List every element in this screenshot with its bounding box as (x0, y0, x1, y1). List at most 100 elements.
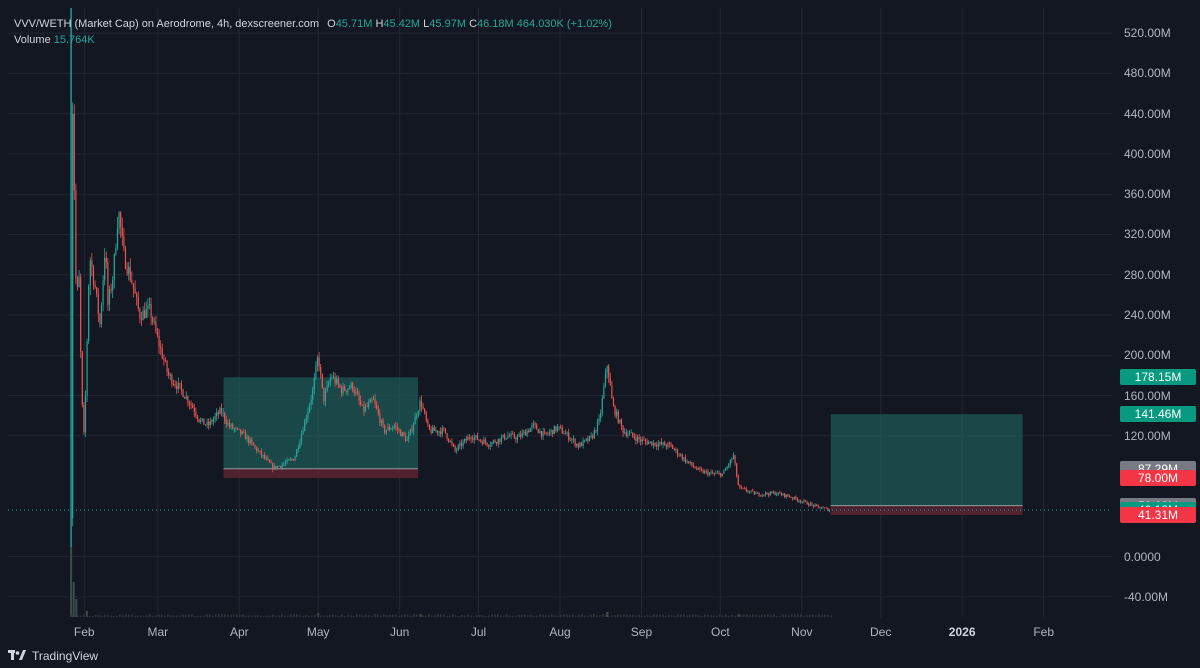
candle[interactable] (814, 504, 816, 507)
tradingview-branding[interactable]: TradingView (8, 647, 98, 665)
candle[interactable] (665, 445, 667, 447)
candle[interactable] (302, 431, 304, 434)
candle[interactable] (500, 437, 503, 442)
candle[interactable] (356, 391, 359, 395)
candle[interactable] (659, 442, 661, 444)
candle[interactable] (502, 434, 504, 438)
candle[interactable] (670, 443, 672, 446)
candle[interactable] (321, 373, 323, 388)
candle[interactable] (747, 491, 749, 492)
candle[interactable] (460, 443, 463, 447)
candle[interactable] (281, 464, 283, 468)
candle[interactable] (739, 485, 741, 488)
candle[interactable] (606, 366, 608, 373)
candle[interactable] (574, 439, 576, 446)
candle[interactable] (777, 492, 779, 495)
candle[interactable] (192, 404, 194, 408)
candle[interactable] (201, 418, 203, 421)
candle[interactable] (260, 450, 263, 456)
candle[interactable] (339, 384, 341, 388)
candle[interactable] (491, 442, 493, 446)
candle[interactable] (134, 288, 136, 294)
candle[interactable] (579, 442, 581, 448)
candle[interactable] (430, 429, 432, 434)
candle[interactable] (753, 491, 755, 495)
candle[interactable] (188, 402, 191, 405)
candle[interactable] (435, 430, 437, 432)
candle[interactable] (766, 492, 768, 495)
candle[interactable] (646, 441, 648, 445)
candle[interactable] (624, 432, 626, 434)
candle[interactable] (483, 439, 485, 445)
candle[interactable] (124, 248, 127, 269)
candle[interactable] (681, 454, 683, 460)
candle[interactable] (572, 439, 575, 440)
candle[interactable] (459, 443, 461, 446)
candle[interactable] (822, 507, 824, 509)
candle[interactable] (456, 449, 458, 451)
candle[interactable] (392, 427, 394, 429)
candle[interactable] (752, 490, 754, 492)
candle[interactable] (89, 260, 91, 286)
symbol-title[interactable]: VVV/WETH (Market Cap) on Aerodrome, 4h, … (14, 18, 320, 30)
candle[interactable] (585, 438, 587, 440)
candle[interactable] (803, 500, 805, 502)
candle[interactable] (825, 507, 827, 509)
candle[interactable] (462, 441, 464, 447)
candle[interactable] (198, 419, 200, 422)
candle[interactable] (209, 420, 211, 426)
candle[interactable] (417, 411, 419, 416)
candle[interactable] (510, 433, 512, 437)
candle[interactable] (331, 377, 333, 379)
candle[interactable] (587, 438, 589, 441)
candle[interactable] (342, 386, 344, 394)
candle[interactable] (683, 457, 685, 460)
candle[interactable] (100, 305, 103, 325)
candle[interactable] (625, 432, 627, 436)
candle[interactable] (240, 429, 242, 435)
candle[interactable] (593, 430, 595, 438)
candle[interactable] (480, 440, 482, 442)
candle[interactable] (332, 376, 335, 378)
candle[interactable] (108, 289, 111, 305)
candle[interactable] (798, 500, 800, 502)
candle[interactable] (372, 399, 375, 401)
candle[interactable] (496, 442, 498, 444)
candle[interactable] (233, 428, 235, 430)
candle[interactable] (465, 438, 467, 441)
candle[interactable] (316, 357, 319, 366)
candle[interactable] (99, 314, 101, 325)
candle[interactable] (609, 377, 611, 386)
candle[interactable] (337, 378, 339, 385)
candle[interactable] (486, 442, 488, 446)
candle[interactable] (596, 421, 599, 432)
candle[interactable] (811, 503, 813, 505)
candle[interactable] (299, 441, 301, 448)
candle[interactable] (827, 508, 829, 511)
candle[interactable] (113, 254, 115, 281)
time-axis[interactable]: Feb Mar Apr May Jun Jul Aug Sep Oct Nov Dec 2026 Feb (8, 617, 1112, 645)
candle[interactable] (180, 384, 183, 390)
candle[interactable] (438, 431, 440, 433)
candle[interactable] (792, 497, 794, 499)
candle[interactable] (464, 438, 466, 442)
candle[interactable] (212, 419, 215, 423)
candle[interactable] (513, 433, 515, 438)
candle[interactable] (102, 280, 104, 306)
candle[interactable] (680, 454, 682, 456)
candle[interactable] (155, 321, 157, 332)
candle[interactable] (531, 425, 533, 429)
candle[interactable] (334, 376, 336, 384)
candle[interactable] (235, 427, 237, 429)
candle[interactable] (544, 431, 546, 433)
candle[interactable] (808, 504, 810, 506)
candle[interactable] (702, 469, 704, 474)
candle[interactable] (374, 399, 376, 404)
candle[interactable] (678, 454, 680, 456)
candle[interactable] (688, 461, 690, 463)
candle[interactable] (428, 424, 431, 430)
candle[interactable] (164, 360, 167, 362)
candle[interactable] (284, 462, 287, 464)
candle[interactable] (441, 428, 443, 435)
candle[interactable] (576, 443, 578, 446)
